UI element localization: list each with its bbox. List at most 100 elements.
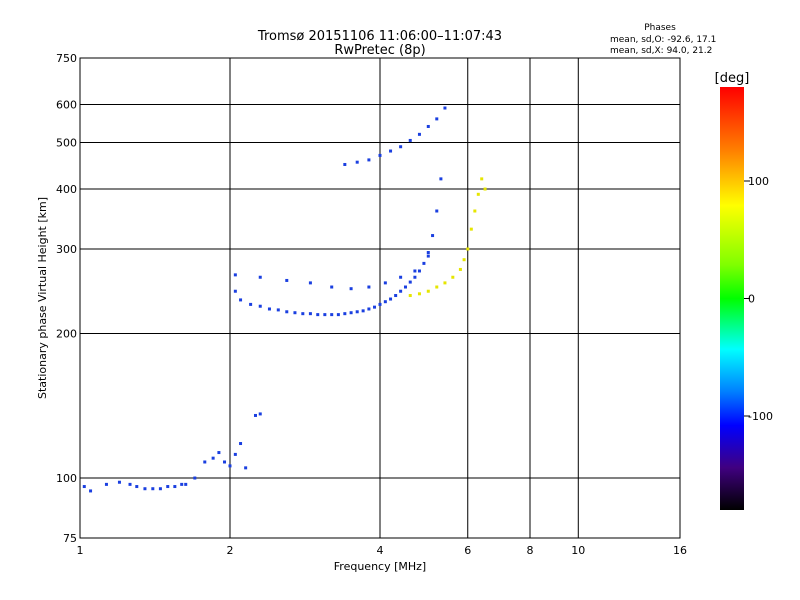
data-point (439, 177, 443, 181)
data-point (426, 251, 430, 255)
y-tick-label: 200 (56, 328, 77, 341)
data-point (408, 294, 412, 298)
data-point (483, 187, 487, 191)
data-point (249, 302, 253, 306)
data-point (330, 313, 334, 317)
data-point (399, 145, 403, 149)
x-tick-label: 16 (673, 544, 687, 557)
data-point (480, 177, 484, 181)
y-tick-label: 100 (56, 472, 77, 485)
data-point (389, 149, 393, 153)
stats-x-line: mean, sd,X: 94.0, 21.2 (610, 46, 712, 56)
data-point (151, 487, 155, 491)
data-point (367, 158, 371, 162)
data-point (355, 310, 359, 314)
data-point (466, 247, 470, 251)
y-axis-label: Stationary phase Virtual Height [km] (36, 197, 49, 399)
x-tick-label: 10 (571, 544, 585, 557)
colorbar-tick-label: -100 (748, 410, 773, 423)
data-point (228, 464, 232, 468)
data-point (458, 267, 462, 271)
data-point (258, 412, 262, 416)
data-point (426, 289, 430, 293)
data-point (158, 487, 162, 491)
data-point (193, 476, 197, 480)
colorbar-ticks: 100 0 -100 (744, 175, 773, 423)
data-point (443, 106, 447, 110)
data-point (408, 138, 412, 142)
y-axis-ticks: 75 100 200 300 400 500 600 750 (56, 52, 77, 545)
data-point (349, 311, 353, 315)
data-point (394, 294, 398, 298)
data-point (389, 297, 393, 301)
data-point (233, 273, 237, 277)
data-point (253, 413, 257, 417)
colorbar (720, 87, 744, 510)
x-tick-label: 8 (527, 544, 534, 557)
x-tick-label: 4 (377, 544, 384, 557)
data-point (233, 452, 237, 456)
colorbar-label: [deg] (715, 71, 750, 86)
chart-title: Tromsø 20151106 11:06:00–11:07:43 (257, 29, 502, 44)
data-point (469, 227, 473, 231)
data-point (308, 281, 312, 285)
data-point (239, 298, 243, 302)
data-point (117, 480, 121, 484)
data-point (180, 482, 184, 486)
data-point (203, 460, 207, 464)
data-point (367, 307, 371, 311)
data-point (462, 258, 466, 262)
data-point (316, 313, 320, 317)
data-point (378, 153, 382, 157)
data-point (276, 308, 280, 312)
data-point (422, 261, 426, 265)
data-point (330, 285, 334, 289)
colorbar-tick-label: 0 (748, 293, 755, 306)
y-tick-label: 400 (56, 183, 77, 196)
data-point (211, 456, 215, 460)
colorbar-tick-label: 100 (748, 175, 769, 188)
data-point (267, 307, 271, 311)
data-point (128, 482, 132, 486)
data-point (285, 310, 289, 314)
stats-heading: Phases (644, 23, 676, 33)
x-tick-label: 1 (77, 544, 84, 557)
data-point (82, 485, 86, 489)
plot-frame (79, 57, 681, 539)
data-point (431, 234, 435, 238)
data-point (343, 162, 347, 166)
data-point (426, 124, 430, 128)
data-point (408, 280, 412, 284)
data-point (476, 192, 480, 196)
chart-subtitle: RwPretec (8p) (334, 43, 425, 58)
data-point (336, 313, 340, 317)
data-point (223, 460, 227, 464)
data-point (361, 309, 365, 313)
data-point (355, 160, 359, 164)
data-point (383, 300, 387, 304)
data-point (399, 289, 403, 293)
data-point (443, 281, 447, 285)
data-point (367, 285, 371, 289)
y-tick-label: 75 (63, 532, 77, 545)
y-tick-label: 300 (56, 243, 77, 256)
data-point (258, 275, 262, 279)
x-tick-label: 2 (227, 544, 234, 557)
data-point (343, 312, 347, 316)
data-point (349, 287, 353, 291)
y-tick-label: 750 (56, 52, 77, 65)
data-point (417, 132, 421, 136)
data-point (417, 269, 421, 273)
data-point (239, 442, 243, 446)
scatter-points (82, 106, 487, 493)
data-point (373, 305, 377, 309)
data-point (451, 275, 455, 279)
data-point (413, 269, 417, 273)
data-point (473, 209, 477, 213)
data-point (135, 485, 139, 489)
data-point (308, 312, 312, 316)
data-point (143, 487, 147, 491)
x-axis-ticks: 1 2 4 6 8 10 16 (77, 544, 688, 557)
data-point (426, 254, 430, 258)
data-point (378, 302, 382, 306)
